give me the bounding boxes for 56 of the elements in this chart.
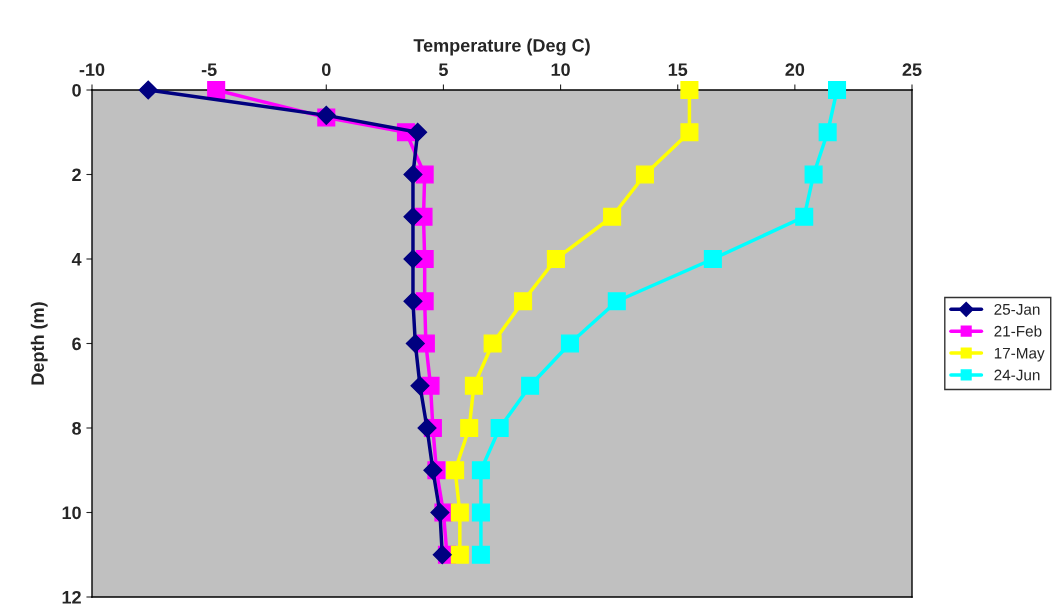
point [138, 80, 158, 100]
point [410, 376, 430, 396]
x-tick-label: 5 [438, 63, 448, 77]
point [403, 207, 423, 227]
y-tick-label: 12 [62, 590, 81, 604]
y-axis-title: Depth (m) [30, 302, 48, 385]
point [460, 418, 479, 438]
y-tick-label: 6 [72, 337, 81, 351]
y-tick-label: 2 [72, 168, 81, 182]
point [450, 545, 469, 564]
point [408, 122, 428, 142]
point [818, 123, 837, 142]
point [546, 249, 565, 269]
legend-label: 25-Jan [994, 303, 1040, 315]
x-tick-label: 15 [668, 63, 688, 77]
point [417, 418, 437, 438]
point [471, 503, 490, 522]
x-tick-label: 20 [785, 63, 805, 77]
point [490, 418, 509, 438]
point [464, 376, 483, 395]
point [403, 291, 423, 311]
y-tick-label: 0 [72, 83, 81, 97]
y-tick-label: 4 [71, 253, 82, 266]
x-tick-label: 0 [321, 63, 331, 77]
point [603, 207, 622, 226]
x-tick-label: -10 [79, 63, 105, 77]
x-tick-label: -5 [201, 63, 217, 77]
point [703, 249, 722, 269]
y-tick-label: 10 [62, 506, 81, 520]
x-tick-label: 10 [551, 63, 570, 77]
point [795, 207, 814, 226]
point [680, 80, 699, 100]
point [403, 249, 423, 269]
point [483, 334, 502, 353]
point [514, 292, 533, 311]
x-axis-title: Temperature (Deg C) [413, 38, 590, 56]
point [521, 376, 540, 395]
point [405, 333, 425, 354]
point [828, 80, 847, 100]
point [607, 292, 626, 311]
point [432, 545, 452, 565]
point [680, 123, 699, 142]
point [207, 80, 226, 100]
x-tick-label: 25 [902, 63, 922, 77]
legend-label: 21-Feb [994, 325, 1042, 337]
point [560, 334, 579, 353]
point [471, 545, 490, 564]
point [635, 165, 654, 184]
point [450, 503, 469, 522]
point [804, 165, 823, 184]
point [446, 461, 465, 480]
legend-label: 17-May [994, 347, 1045, 362]
point [471, 461, 490, 480]
legend-label: 24-Jun [994, 369, 1040, 381]
y-tick-label: 8 [72, 421, 82, 435]
point [403, 164, 423, 185]
